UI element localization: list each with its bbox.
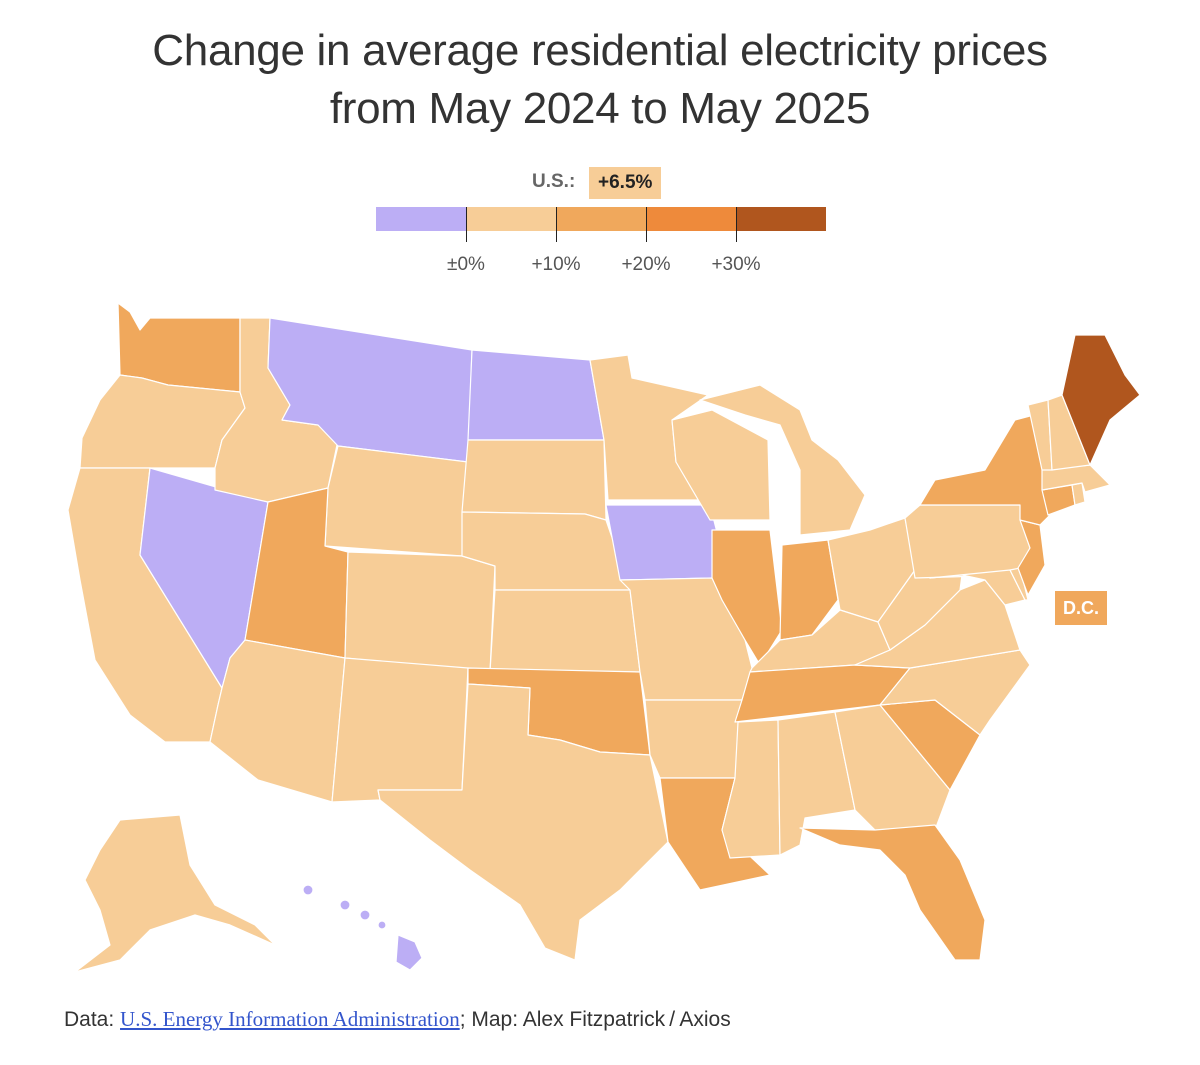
legend-tick	[556, 207, 557, 242]
state-ia	[605, 504, 723, 581]
legend-bin-10-20	[556, 207, 646, 231]
legend-bin-30-plus	[736, 207, 826, 231]
state-hi	[302, 884, 423, 971]
legend-tick-label-0: ±0%	[447, 254, 485, 275]
us-average-label: U.S.:	[532, 171, 576, 192]
state-in	[779, 539, 839, 641]
state-il	[711, 529, 783, 666]
legend-tick-label-20: +20%	[621, 254, 671, 275]
state-pa	[904, 504, 1031, 579]
state-wy	[324, 445, 469, 557]
state-wi	[671, 409, 771, 521]
legend-tick	[646, 207, 647, 242]
state-az	[209, 639, 346, 803]
state-fl	[799, 824, 986, 961]
state-de	[1009, 567, 1029, 601]
chart-title: Change in average residential electricit…	[0, 22, 1200, 138]
state-co	[344, 551, 496, 673]
legend-tick	[736, 207, 737, 242]
state-ak	[74, 814, 276, 973]
legend-tick-label-30: +30%	[711, 254, 761, 275]
us-states-map	[67, 302, 1141, 973]
source-credit: Data: U.S. Energy Information Administra…	[64, 1007, 731, 1032]
legend-bin-below-zero	[376, 207, 466, 231]
us-average: U.S.: +6.5%	[0, 167, 1200, 199]
state-mi	[699, 384, 866, 536]
legend-bin-0-10	[466, 207, 556, 231]
state-tx	[377, 683, 669, 961]
legend-tick-label-10: +10%	[531, 254, 581, 275]
legend-bin-20-30	[646, 207, 736, 231]
map-credit: ; Map: Alex Fitzpatrick / Axios	[459, 1008, 731, 1031]
legend-tick	[466, 207, 467, 242]
legend-color-scale	[376, 207, 826, 231]
state-me	[1061, 334, 1141, 466]
state-ks	[489, 589, 641, 673]
state-ar	[644, 699, 743, 779]
us-average-value: +6.5%	[589, 167, 662, 199]
dc-label: D.C.	[1055, 591, 1107, 625]
state-nd	[467, 349, 605, 441]
source-link[interactable]: U.S. Energy Information Administration	[120, 1007, 460, 1031]
state-sd	[461, 439, 607, 521]
source-prefix: Data:	[64, 1008, 121, 1031]
title-line-2: from May 2024 to May 2025	[329, 84, 871, 133]
state-nm	[331, 657, 469, 803]
title-line-1: Change in average residential electricit…	[152, 26, 1048, 75]
